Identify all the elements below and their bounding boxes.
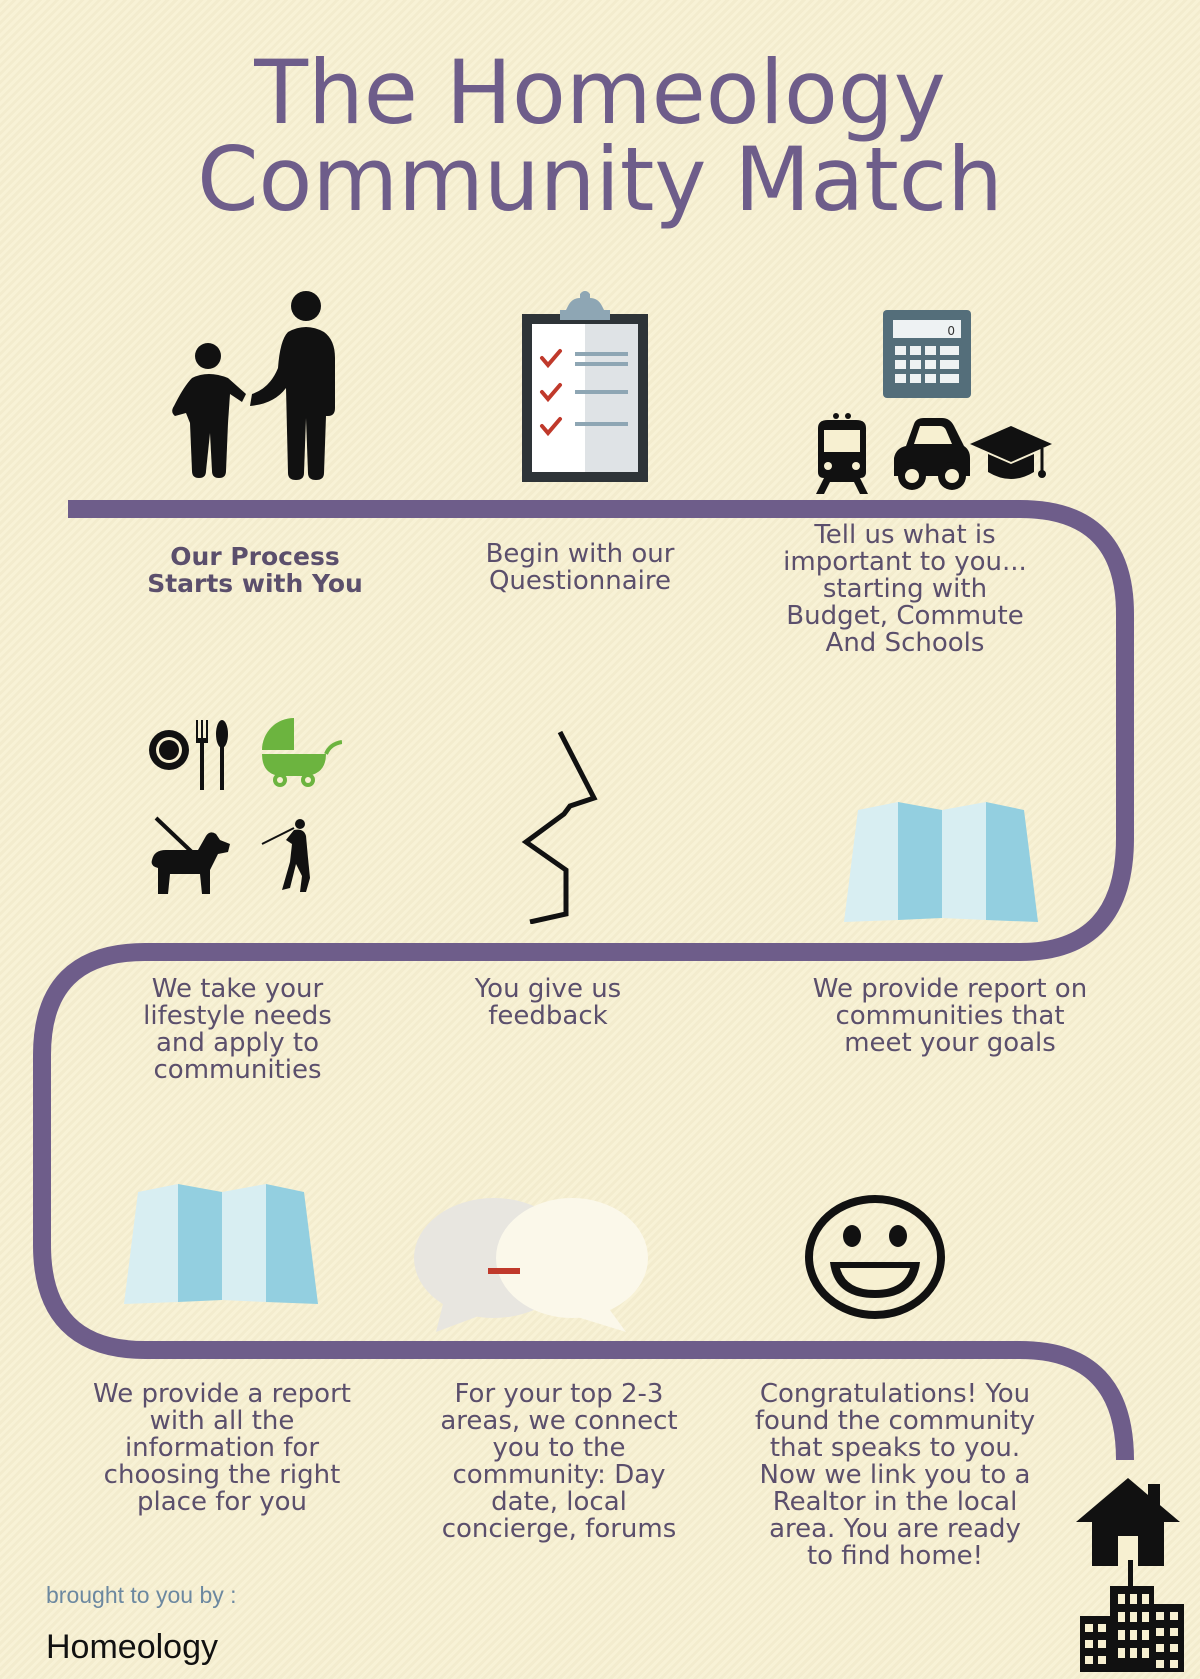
step-7-caption: We provide a report with all the informa… xyxy=(93,1379,351,1517)
map-icon xyxy=(124,1184,318,1304)
brought-to-you-by-label: brought to you by : xyxy=(46,1582,237,1608)
step-9-caption: Congratulations! You found the community… xyxy=(754,1379,1036,1571)
title-line-2: Community Match xyxy=(197,128,1003,231)
car-icon xyxy=(894,418,970,490)
step-1-caption: Our Process Starts with You xyxy=(147,542,363,598)
step-3-caption: Tell us what is important to you... star… xyxy=(783,520,1027,658)
speech-bubbles-icon xyxy=(414,1198,648,1332)
dining-icon xyxy=(149,720,228,790)
svg-text:0: 0 xyxy=(947,324,955,338)
house-icon xyxy=(1076,1478,1180,1566)
dog-walking-icon xyxy=(151,816,230,894)
map-icon xyxy=(844,802,1038,922)
clipboard-checklist-icon xyxy=(522,291,648,482)
title-line-1: The Homeology xyxy=(254,41,946,144)
smiley-face-icon xyxy=(805,1195,945,1319)
stroller-icon xyxy=(262,718,342,787)
city-buildings-icon xyxy=(1080,1560,1184,1672)
brand-name: Homeology xyxy=(46,1628,218,1666)
train-icon xyxy=(816,413,868,494)
step-4-caption: We take your lifestyle needs and apply t… xyxy=(143,974,332,1085)
step-2-caption: Begin with our Questionnaire xyxy=(485,539,675,596)
zigzag-line-icon xyxy=(521,730,598,924)
calculator-icon: 0 xyxy=(883,310,971,398)
golfer-icon xyxy=(261,819,310,892)
parent-child-icon xyxy=(172,291,335,480)
step-5-caption: You give us feedback xyxy=(474,974,622,1031)
graduation-cap-icon xyxy=(970,426,1052,479)
step-8-caption: For your top 2-3 areas, we connect you t… xyxy=(440,1379,678,1544)
step-6-caption: We provide report on communities that me… xyxy=(812,974,1088,1058)
